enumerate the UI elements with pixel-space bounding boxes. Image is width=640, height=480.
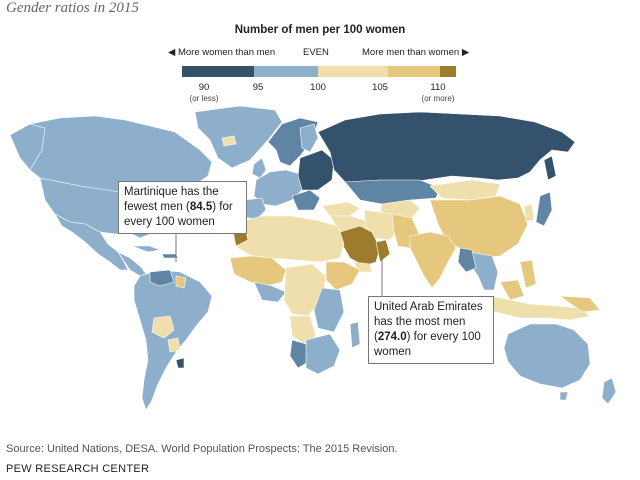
uruguay-region <box>175 357 185 369</box>
uk-region <box>251 157 267 179</box>
kazakhstan-region <box>344 179 441 205</box>
legend-title: Number of men per 100 women <box>234 24 406 36</box>
gulf-guinea-region <box>253 281 287 303</box>
namibia-region <box>289 339 309 369</box>
legend-swatch-dark-gold <box>440 66 456 77</box>
borneo-region <box>499 279 525 301</box>
alaska-region <box>9 123 46 171</box>
guyana-region <box>175 275 187 289</box>
horn-of-africa-region <box>325 261 361 291</box>
greenland-region <box>194 105 283 169</box>
brand-label: PEW RESEARCH CENTER <box>6 463 150 475</box>
legend-swatch-light-tan <box>318 66 388 77</box>
uae-callout: United Arab Emirates has the most men (2… <box>368 296 494 364</box>
legend-left-label: ◀ More women than men <box>168 47 276 58</box>
paraguay-region <box>167 337 181 353</box>
legend-swatch-dark-blue <box>182 66 254 77</box>
legend-tick-90: 90 (or less) <box>189 82 219 103</box>
legend-swatch-mid-tan <box>388 66 440 77</box>
legend-swatch-light-blue <box>254 66 318 77</box>
eastern-europe-region <box>297 149 335 191</box>
east-africa-region <box>313 287 345 333</box>
new-zealand-region <box>601 377 617 405</box>
korea-region <box>523 203 535 223</box>
arrow-left-icon: ◀ <box>168 47 176 58</box>
source-note: Source: United Nations, DESA. World Popu… <box>6 443 398 455</box>
legend-tick-100: 100 <box>310 82 326 93</box>
papua-region <box>559 295 601 313</box>
martinique-callout: Martinique has the fewest men (84.5) for… <box>118 181 247 234</box>
finland-region <box>299 123 319 153</box>
india-region <box>409 231 457 289</box>
mexico-region <box>54 213 129 271</box>
north-africa-region <box>233 215 345 263</box>
myanmar-region <box>457 247 477 273</box>
sakhalin-region <box>543 155 557 181</box>
legend-center-label: EVEN <box>303 47 329 58</box>
tasmania-region <box>559 391 569 401</box>
japan-region <box>535 191 553 227</box>
world-map <box>9 105 617 411</box>
philippines-region <box>519 259 537 289</box>
madagascar-region <box>349 321 361 349</box>
russia-region <box>317 111 576 189</box>
bolivia-region <box>151 315 175 339</box>
iceland-region <box>221 135 237 147</box>
legend-tick-110: 110 (or more) <box>421 82 455 103</box>
legend-tick-95: 95 <box>252 82 264 93</box>
venezuela-region <box>149 269 175 287</box>
uae-oman-region <box>375 239 391 263</box>
southern-africa-region <box>305 333 341 375</box>
cuba-region <box>131 245 161 253</box>
caribbean-islands-region <box>161 253 179 259</box>
legend-right-label: More men than women ▶ <box>362 47 470 58</box>
balkans-region <box>291 189 321 211</box>
legend-color-bar <box>182 66 456 77</box>
indochina-region <box>469 251 499 291</box>
mongolia-region <box>429 179 501 201</box>
legend-tick-105: 105 <box>372 82 388 93</box>
west-africa-region <box>229 255 287 287</box>
turkey-region <box>321 201 361 217</box>
chart-title: Gender ratios in 2015 <box>6 0 139 16</box>
saudi-arabia-region <box>339 225 381 267</box>
australia-region <box>503 323 591 389</box>
arrow-right-icon: ▶ <box>461 47 470 58</box>
